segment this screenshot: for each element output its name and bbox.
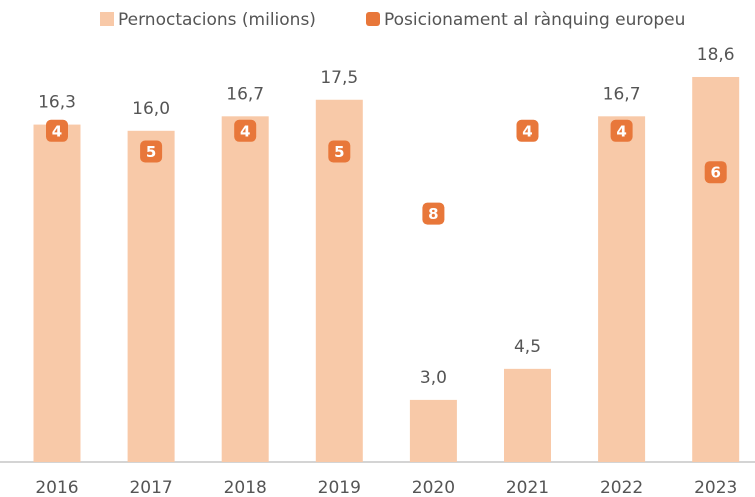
rank-marker: [46, 119, 68, 142]
rank-marker: [140, 140, 163, 163]
data-label: 16,0: [132, 99, 170, 119]
x-tick-label: 2017: [129, 478, 172, 497]
rank-label: 5: [334, 143, 344, 161]
legend-label: Pernoctacions (milions): [118, 10, 316, 30]
bar: [221, 116, 269, 462]
rank-label: 5: [146, 143, 156, 161]
rank-marker: [516, 119, 539, 142]
legend-label: Posicionament al rànquing europeu: [384, 10, 685, 30]
rank-label: 4: [240, 122, 250, 140]
rank-marker: [704, 161, 727, 184]
rank-label: 4: [616, 122, 626, 140]
legend-swatch: [366, 12, 380, 26]
x-tick-label: 2021: [506, 478, 549, 497]
data-label: 16,7: [603, 84, 641, 104]
x-tick-label: 2016: [35, 478, 78, 497]
legend-swatch: [100, 12, 114, 26]
data-label: 18,6: [697, 45, 735, 65]
bar: [127, 130, 175, 463]
rank-label: 4: [522, 122, 532, 140]
bar: [409, 399, 457, 462]
data-label: 3,0: [420, 368, 447, 388]
bar: [692, 76, 740, 462]
x-tick-label: 2018: [224, 478, 267, 497]
bar: [33, 124, 81, 462]
x-tick-label: 2022: [600, 478, 643, 497]
data-label: 16,7: [226, 84, 264, 104]
x-tick-label: 2019: [318, 478, 361, 497]
x-tick-label: 2023: [694, 478, 737, 497]
rank-marker: [422, 202, 445, 225]
rank-label: 4: [52, 122, 62, 140]
rank-marker: [610, 119, 633, 142]
rank-marker: [234, 119, 257, 142]
data-label: 17,5: [320, 68, 358, 88]
rank-label: 8: [428, 205, 438, 223]
rank-label: 6: [710, 164, 720, 182]
data-label: 16,3: [38, 93, 76, 113]
x-tick-label: 2020: [412, 478, 455, 497]
data-label: 4,5: [514, 337, 541, 357]
bar: [504, 368, 551, 462]
bar: [598, 116, 646, 462]
rank-marker: [328, 140, 351, 163]
